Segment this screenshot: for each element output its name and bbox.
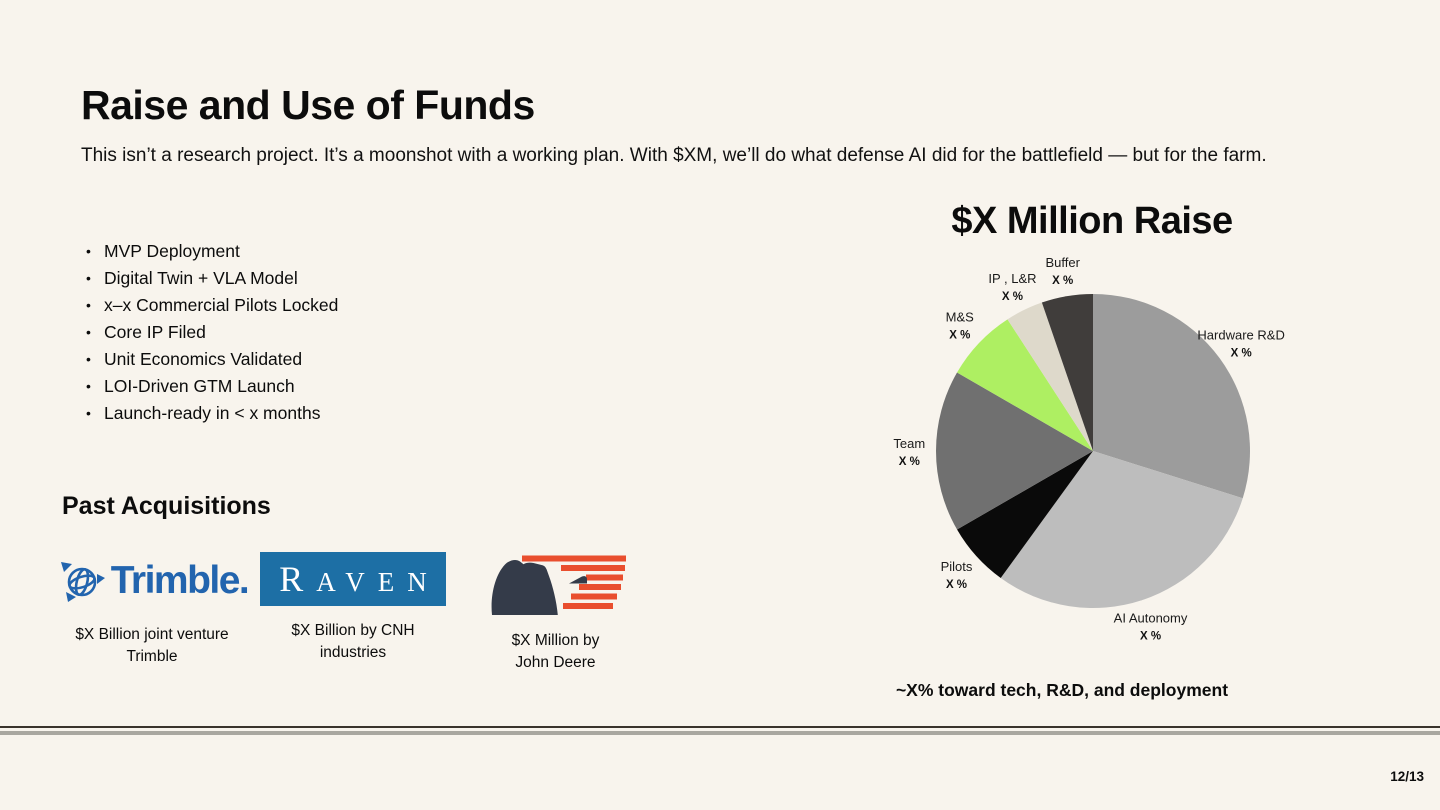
pie-slice-buffer — [1041, 294, 1093, 451]
milestone-item: Core IP Filed — [84, 319, 338, 346]
acquisition-trimble: Trimble. $X Billion joint venture Trimbl… — [52, 552, 252, 669]
trimble-caption: $X Billion joint venture Trimble — [75, 626, 229, 666]
trimble-wordmark: Trimble. — [110, 559, 250, 602]
slide-subtitle: This isn’t a research project. It’s a mo… — [81, 145, 1267, 166]
bear-flag-icon — [491, 555, 626, 615]
footer-divider-dark — [0, 726, 1440, 728]
pie-slice-pilots — [957, 451, 1093, 579]
chart-caption: ~X% toward tech, R&D, and deployment — [895, 680, 1229, 700]
pie-chart: Hardware R&D X % AI Autonomy X % Pilots X % Te… — [860, 253, 1320, 678]
acquisition-bear-flag: $X Million by John Deere — [478, 552, 633, 675]
raven-wordmark: RAVEN — [279, 559, 440, 599]
milestones-list: MVP DeploymentDigital Twin + VLA Modelx–… — [84, 238, 338, 427]
trimble-logo: Trimble. — [52, 552, 252, 610]
milestone-item: MVP Deployment — [84, 238, 338, 265]
pie-slice-label: M&S X % — [946, 310, 975, 342]
footer-divider-gray — [0, 731, 1440, 735]
raise-chart-block: $X Million Raise Hardware R&D X % AI Auton… — [860, 200, 1320, 701]
raven-logo-rect: RAVEN — [260, 552, 446, 606]
page-number: 12/13 — [1390, 769, 1424, 784]
pie-slice-hardware-r-d — [1093, 294, 1250, 499]
milestone-item: Digital Twin + VLA Model — [84, 265, 338, 292]
past-acquisitions-heading: Past Acquisitions — [62, 492, 271, 520]
pie-slice-label: Buffer X % — [1045, 255, 1080, 287]
milestone-item: Unit Economics Validated — [84, 346, 338, 373]
pie-slice-label: Team X % — [893, 436, 925, 468]
milestone-item: x–x Commercial Pilots Locked — [84, 292, 338, 319]
pie-slice-m-s — [957, 319, 1093, 451]
pie-slice-ai-autonomy — [1000, 451, 1243, 608]
pie-slice-label: Hardware R&D X % — [1197, 327, 1284, 359]
raven-logo: RAVEN — [258, 552, 448, 606]
bear-flag-caption: $X Million by John Deere — [511, 632, 600, 672]
milestone-item: Launch-ready in < x months — [84, 400, 338, 427]
bear-flag-logo — [478, 552, 633, 616]
chart-title: $X Million Raise — [951, 200, 1233, 242]
milestone-item: LOI-Driven GTM Launch — [84, 373, 338, 400]
pie-slice-team — [936, 372, 1093, 530]
pie-slice-ip-l-r — [1007, 302, 1093, 451]
acquisition-raven: RAVEN $X Billion by CNH industries — [258, 552, 448, 665]
raven-caption: $X Billion by CNH industries — [291, 622, 415, 662]
pie-slice-label: Pilots X % — [941, 559, 973, 591]
page-title: Raise and Use of Funds — [81, 82, 535, 128]
pie-chart-svg: Hardware R&D X % AI Autonomy X % Pilots X % Te… — [893, 255, 1284, 643]
pie-slice-label: AI Autonomy X % — [1114, 610, 1188, 642]
trimble-globe-icon — [60, 562, 105, 602]
pie-slice-label: IP , L&R X % — [988, 271, 1036, 303]
